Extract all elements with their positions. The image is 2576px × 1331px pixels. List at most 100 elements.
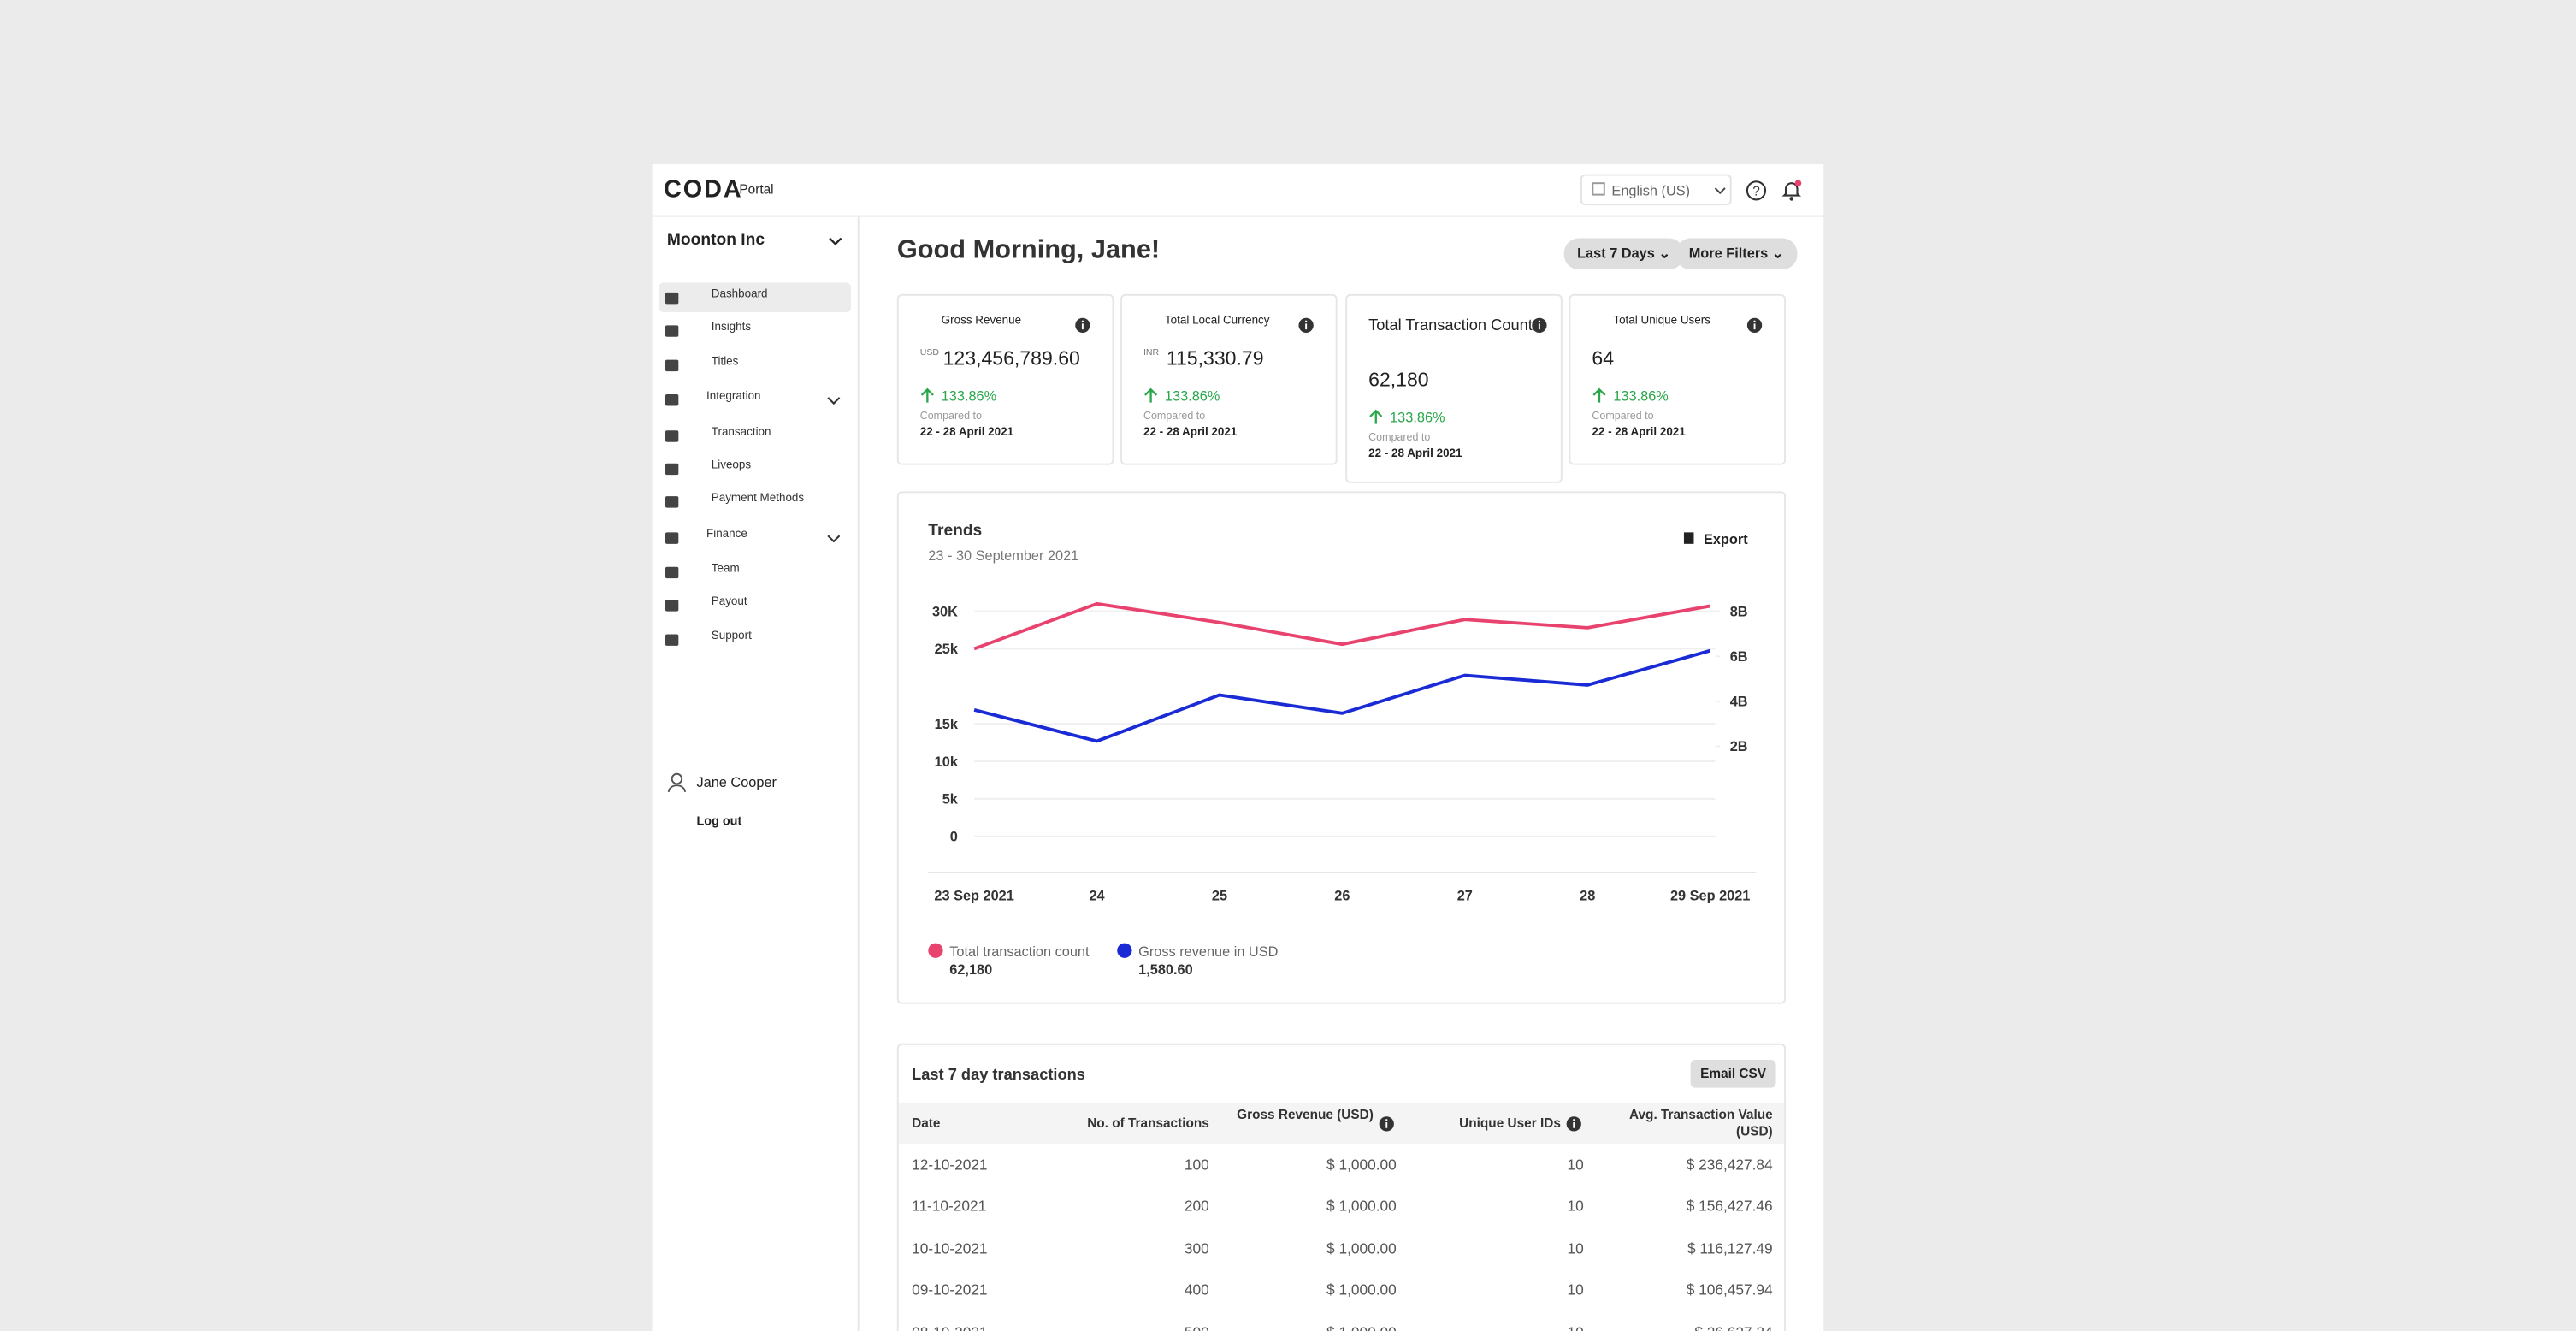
nav-icon: [665, 394, 679, 406]
table-cell: $ 1,000.00: [1326, 1156, 1397, 1174]
legend-label: Total transaction count: [949, 944, 1090, 960]
nav-item[interactable]: Transaction: [711, 427, 771, 439]
info-icon[interactable]: [1566, 1115, 1582, 1132]
y-tick-label: 5k: [942, 792, 959, 807]
nav-item[interactable]: Support: [711, 630, 752, 643]
export-icon[interactable]: [1683, 532, 1694, 544]
table-cell: 10: [1567, 1239, 1584, 1257]
help-icon[interactable]: ?: [1745, 179, 1768, 202]
y2-tick-label: 2B: [1730, 739, 1748, 754]
arrow-path: [1369, 409, 1383, 424]
nav-item[interactable]: Payment Methods: [711, 493, 805, 505]
nav-icon: [665, 634, 679, 646]
chart-subtitle: 23 - 30 September 2021: [928, 548, 1078, 564]
nav-active-bg: [659, 282, 852, 312]
table-cell: $ 106,457.94: [1686, 1281, 1773, 1298]
table-column-header: No. of Transactions: [1087, 1115, 1209, 1131]
info-dot: [1538, 320, 1541, 322]
email-csv-button[interactable]: Email CSV: [1690, 1059, 1776, 1088]
x-tick-label: 23 Sep 2021: [934, 889, 1013, 904]
info-icon[interactable]: [1531, 317, 1547, 334]
kpi-change: 133.86%: [1164, 387, 1220, 405]
nav-icon: [665, 325, 679, 337]
kpi-change: 133.86%: [1613, 387, 1669, 405]
language-select[interactable]: English (US): [1580, 174, 1732, 206]
nav-item[interactable]: Insights: [711, 322, 752, 334]
info-icon[interactable]: [1746, 317, 1763, 334]
table-cell: 200: [1184, 1198, 1209, 1216]
nav-item[interactable]: Integration: [706, 391, 761, 403]
series-line: [973, 601, 1711, 651]
kpi-card: Gross Revenue USD 123,456,789.60 133.86% Com…: [896, 293, 1114, 465]
user-name: Jane Cooper: [696, 773, 777, 790]
logout-link[interactable]: Log out: [696, 813, 742, 829]
legend-total: 1,580.60: [1138, 962, 1192, 978]
y2-tick-label: 8B: [1730, 604, 1748, 619]
chevron: [827, 535, 841, 543]
legend-total: 62,180: [949, 962, 992, 978]
nav-icon: [665, 600, 679, 612]
nav-icon: [665, 496, 679, 508]
nav-item[interactable]: Finance: [706, 529, 747, 541]
kpi-period: 22 - 28 April 2021: [1368, 448, 1462, 460]
kpi-period: 22 - 28 April 2021: [1143, 427, 1238, 439]
info-dot: [1081, 320, 1084, 322]
table-cell: 300: [1184, 1239, 1209, 1257]
chevron-path: [827, 535, 841, 543]
company-name[interactable]: Moonton Inc: [666, 231, 765, 250]
nav-icon: [665, 359, 679, 372]
legend-swatch: [928, 943, 943, 958]
y-tick-label: 25k: [935, 642, 959, 657]
y-tick-label: 15k: [935, 717, 959, 732]
nav-item[interactable]: Team: [711, 563, 740, 576]
nav-item[interactable]: Titles: [711, 356, 739, 369]
export-button[interactable]: Export: [1704, 532, 1748, 547]
x-tick-label: 24: [1089, 889, 1104, 904]
table-cell: $ 156,427.46: [1686, 1198, 1773, 1216]
info-icon[interactable]: [1074, 317, 1090, 334]
kpi-compare: Compared to: [919, 411, 982, 423]
transactions-card: Last 7 day transactions Email CSV Date No…: [896, 1043, 1787, 1331]
x-tick-label: 29 Sep 2021: [1670, 889, 1750, 904]
kpi-card: Total Transaction Count 62,180 133.86% Comp…: [1345, 293, 1563, 483]
table-header-row: [898, 1102, 1785, 1144]
table-title: Last 7 day transactions: [912, 1066, 1085, 1085]
logo: CODA: [664, 175, 743, 204]
kpi-compare: Compared to: [1143, 411, 1206, 423]
nav-item[interactable]: Payout: [711, 596, 747, 608]
series-line: [973, 648, 1711, 743]
product-name: Portal: [739, 182, 774, 198]
notification-icon[interactable]: [1779, 177, 1805, 204]
kpi-card: Total Unique Users 64 133.86% Compared to 22…: [1569, 293, 1787, 465]
arrow-path: [1592, 387, 1606, 403]
language-label: English (US): [1611, 182, 1691, 199]
y2-tick-label: 4B: [1730, 695, 1748, 710]
table-cell: 100: [1184, 1156, 1209, 1174]
greeting: Good Morning, Jane!: [896, 236, 1161, 265]
filter-button[interactable]: Last 7 Days ⌄: [1563, 238, 1684, 270]
up-arrow: [1144, 387, 1158, 403]
table-cell: 400: [1184, 1281, 1209, 1298]
table-cell: 08-10-2021: [912, 1323, 987, 1330]
table-cell: $ 1,000.00: [1326, 1281, 1397, 1298]
filter-button[interactable]: More Filters ⌄: [1675, 238, 1797, 270]
kpi-label: Total Local Currency: [1164, 315, 1270, 328]
info-icon[interactable]: [1379, 1115, 1395, 1132]
table-cell: 10: [1567, 1198, 1584, 1216]
table-cell: $ 1,000.00: [1326, 1198, 1397, 1216]
nav-item[interactable]: Dashboard: [711, 289, 768, 301]
info-icon[interactable]: [1298, 317, 1315, 334]
kpi-value: 64: [1592, 346, 1615, 370]
nav-item[interactable]: Liveops: [711, 459, 752, 472]
nav-icon: [665, 430, 679, 442]
info-dot: [1573, 1119, 1575, 1121]
table-cell: $ 1,000.00: [1257, 1323, 1397, 1330]
arrow-path: [1144, 387, 1158, 403]
table-column-header: Date: [912, 1115, 941, 1131]
user-icon: [667, 772, 686, 793]
legend-label: Gross revenue in USD: [1138, 944, 1278, 960]
table-cell: 11-10-2021: [912, 1198, 987, 1216]
chart-title: Trends: [928, 522, 982, 540]
y-tick-label: 0: [950, 830, 958, 845]
